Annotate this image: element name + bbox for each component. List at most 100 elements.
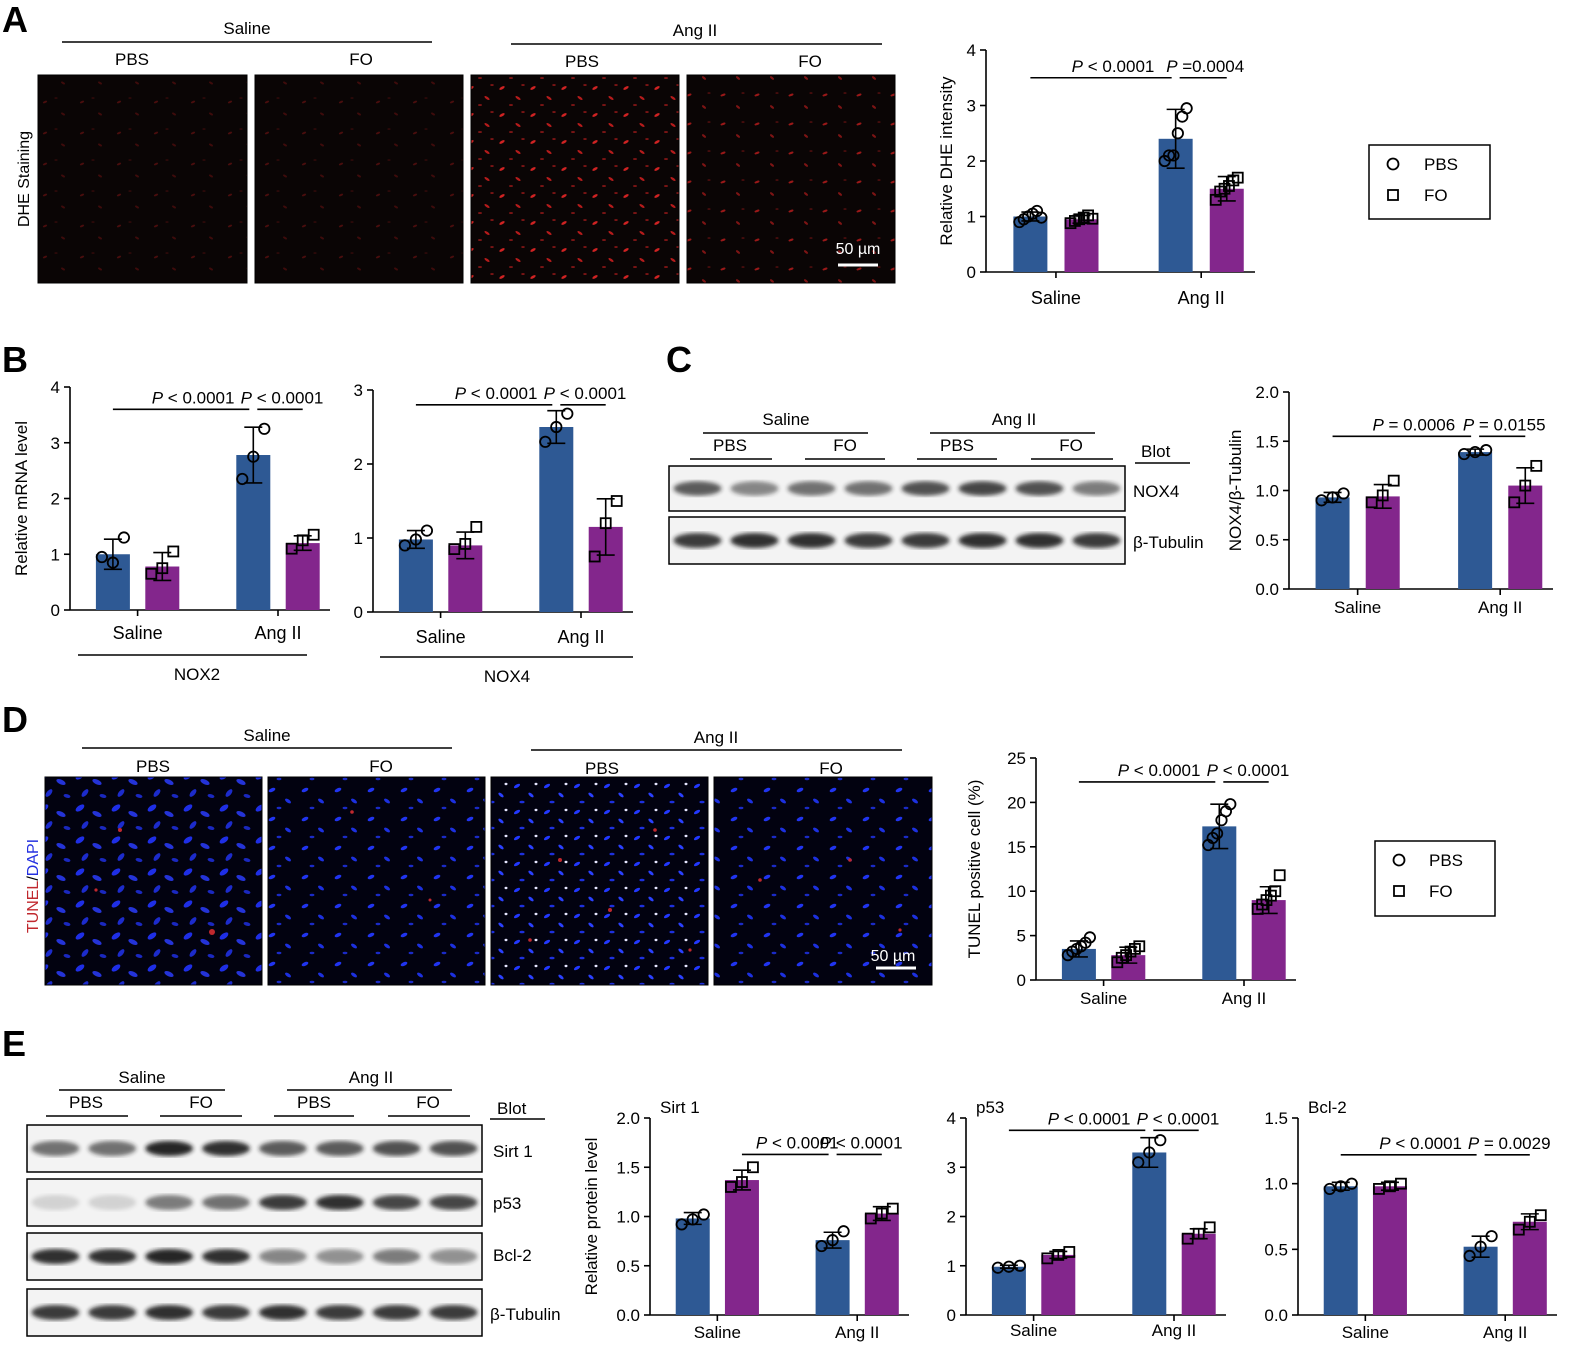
chart-e3-y-tick-label: 1.5 xyxy=(1264,1109,1288,1128)
e-group-saline: Saline xyxy=(118,1068,165,1087)
point-d-fo xyxy=(1133,940,1146,953)
pvalue-e2-left-rest: < 0.0001 xyxy=(1059,1109,1130,1128)
pvalue-a-left-p: P xyxy=(1072,57,1084,76)
bar-b2-pbs-1 xyxy=(539,427,574,612)
point-e3-pbs xyxy=(1474,1240,1487,1253)
chart-e3-y-tick-label: 0.5 xyxy=(1264,1240,1288,1259)
point-e2-pbs xyxy=(1154,1134,1167,1147)
pvalue-a-right-p: P xyxy=(1166,57,1178,76)
legend-d-fo-label: FO xyxy=(1429,882,1453,901)
blot-c-tubulin-band xyxy=(901,532,950,549)
pvalue-a-left-rest: < 0.0001 xyxy=(1083,57,1154,76)
legend-a-fo-label: FO xyxy=(1424,186,1448,205)
point-b1-fo xyxy=(285,542,298,555)
point-b1-fo xyxy=(156,562,169,575)
pvalue-b2-left: P < 0.0001 xyxy=(455,384,538,403)
d-side-label-tunel: TUNEL xyxy=(25,881,42,934)
point-e1-fo xyxy=(725,1181,737,1193)
blot-e-tubulin-band xyxy=(202,1304,250,1321)
blot-c-nox4-band xyxy=(901,481,950,496)
chart-b2-y-tick-label: 3 xyxy=(354,381,363,400)
e-band-label-bcl2: Bcl-2 xyxy=(493,1246,532,1265)
point-e2-pbs xyxy=(1143,1146,1156,1159)
blot-e-sirt1-band xyxy=(259,1140,307,1157)
chart-d-y-label: TUNEL positive cell (%) xyxy=(965,780,984,959)
point-e1-pbs xyxy=(837,1225,850,1238)
pvalue-c-left-p: P xyxy=(1372,415,1384,434)
pvalue-a-left: P < 0.0001 xyxy=(1072,57,1155,76)
tunel-image-saline-pbs xyxy=(44,776,263,986)
point-c-pbs xyxy=(1458,447,1471,461)
chart-a-x-tick-label: Saline xyxy=(1031,288,1081,308)
c-group-saline: Saline xyxy=(762,410,809,429)
pvalue-b2-right-rest: < 0.0001 xyxy=(555,384,626,403)
pvalue-b1-left-p: P xyxy=(152,388,164,407)
point-b2-fo xyxy=(448,543,461,555)
point-b2-pbs xyxy=(409,533,422,546)
point-e1-pbs xyxy=(675,1218,688,1231)
dhe-image-angii-fo xyxy=(686,74,896,284)
point-e2-fo xyxy=(1203,1221,1216,1234)
d-side-label: TUNEL/DAPI xyxy=(25,839,42,933)
pvalue-e2-right-rest: < 0.0001 xyxy=(1148,1109,1219,1128)
pvalue-b2-right-p: P xyxy=(544,384,556,403)
point-e2-fo xyxy=(1192,1227,1205,1240)
a-treat-3: PBS xyxy=(565,52,599,71)
bar-c-pbs-1 xyxy=(1458,452,1493,589)
chart-e3-x-tick-label: Saline xyxy=(1342,1323,1389,1342)
d-treat-2: FO xyxy=(369,757,393,776)
b-group-label-nox2: NOX2 xyxy=(174,665,220,684)
chart-a-dhe-intensity: 0 1 2 3 4 Relative DHE intensity Saline Ang II P… xyxy=(937,41,1255,308)
panel-letter-b: B xyxy=(2,339,28,380)
d-side-label-dapi: DAPI xyxy=(25,839,42,876)
b-group-label-nox4: NOX4 xyxy=(484,667,530,686)
e-treat-1: PBS xyxy=(69,1093,103,1112)
chart-e1-title: Sirt 1 xyxy=(660,1098,700,1117)
blot-e-bcl2-band xyxy=(259,1248,307,1265)
chart-a-y-tick-label: 1 xyxy=(967,208,976,227)
chart-a-y-tick-label: 2 xyxy=(967,152,976,171)
blot-e-sirt1-band xyxy=(202,1140,250,1157)
legend-a-pbs-label: PBS xyxy=(1424,155,1458,174)
point-b2-fo xyxy=(610,495,623,507)
blot-c xyxy=(668,465,1126,565)
pvalue-d-left-p: P xyxy=(1118,761,1130,780)
chart-c-nox4-tubulin: 0.0 0.5 1.0 1.5 2.0 NOX4/β-Tubulin Saline Ang I… xyxy=(1226,383,1553,617)
bar-c-fo-0 xyxy=(1365,496,1400,589)
chart-b1-x-tick-label: Ang II xyxy=(254,623,301,643)
chart-d-y-tick-label: 15 xyxy=(1007,838,1026,857)
pvalue-d-right: P < 0.0001 xyxy=(1207,761,1290,780)
chart-b1-y-tick-label: 1 xyxy=(51,545,60,564)
pvalue-e1-left-p: P xyxy=(756,1133,768,1152)
chart-b1-y-tick-label: 0 xyxy=(51,601,60,620)
bar-e1-fo-0 xyxy=(724,1180,759,1315)
blot-e-p53-band xyxy=(31,1194,80,1211)
bar-b2-pbs-0 xyxy=(398,539,433,612)
d-treat-1: PBS xyxy=(136,757,170,776)
blot-c-tubulin-band xyxy=(958,532,1007,549)
blot-e-tubulin-band xyxy=(31,1304,80,1321)
point-a-pbs xyxy=(1162,149,1176,162)
chart-e1-y-tick-label: 2.0 xyxy=(616,1109,640,1128)
point-b1-pbs xyxy=(258,422,271,435)
a-group-saline: Saline xyxy=(223,19,270,38)
point-e2-fo xyxy=(1052,1249,1065,1261)
dhe-image-saline-fo xyxy=(254,74,464,284)
pvalue-b1-right-p: P xyxy=(241,388,253,407)
e-treat-2: FO xyxy=(189,1093,213,1112)
point-e3-fo xyxy=(1384,1180,1396,1193)
chart-b1-y-tick-label: 4 xyxy=(51,378,60,397)
pvalue-e1-right-rest: < 0.0001 xyxy=(831,1133,902,1152)
a-scale-bar-label: 50 µm xyxy=(836,241,881,258)
pvalue-c-left-rest: = 0.0006 xyxy=(1384,415,1455,434)
legend-a-box xyxy=(1368,144,1491,220)
pvalue-d-right-rest: < 0.0001 xyxy=(1218,761,1289,780)
legend-d-box xyxy=(1374,840,1496,917)
point-e1-pbs xyxy=(697,1208,710,1221)
blot-e-p53-band xyxy=(372,1194,421,1211)
blot-e-tubulin-band xyxy=(259,1304,307,1321)
chart-b2-y-tick-label: 2 xyxy=(354,455,363,474)
pvalue-e3-left: P < 0.0001 xyxy=(1379,1134,1462,1153)
chart-e1-y-tick-label: 1.5 xyxy=(616,1158,640,1177)
point-b1-fo xyxy=(307,528,320,541)
